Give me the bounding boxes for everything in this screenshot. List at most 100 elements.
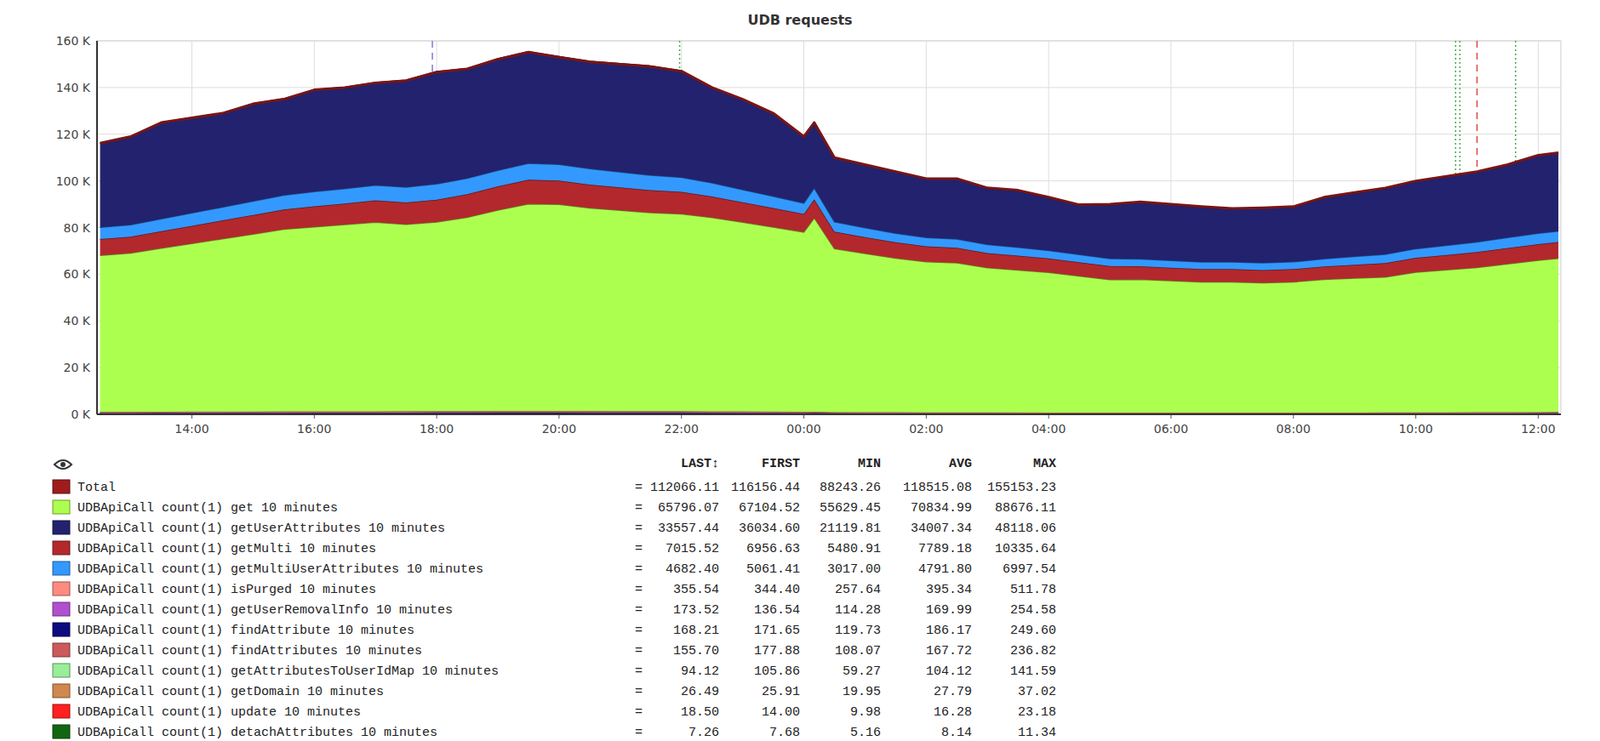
legend-stat: 34007.34 [910, 521, 972, 537]
x-tick-label: 22:00 [664, 422, 699, 436]
legend-stat: 19.95 [842, 685, 881, 700]
legend-stat: 16.28 [933, 705, 972, 720]
legend-stat: 254.58 [1010, 603, 1057, 618]
legend-label: UDBApiCall count(1) findAttributes 10 mi… [77, 644, 423, 659]
x-tick-label: 08:00 [1276, 422, 1311, 436]
area-series [100, 51, 1560, 210]
legend-swatch [52, 602, 70, 617]
legend-label: UDBApiCall count(1) detachAttributes 10 … [77, 725, 438, 741]
legend-stat: 104.12 [925, 664, 972, 680]
legend-stat: 88676.11 [994, 501, 1057, 516]
legend-stat: 108.07 [834, 644, 881, 659]
legend-stat: 177.88 [754, 644, 800, 659]
legend-swatch [52, 704, 70, 719]
legend-stat: 136.54 [754, 603, 800, 618]
legend-stat: 94.12 [680, 664, 720, 680]
legend-stat: 257.64 [834, 582, 881, 598]
y-tick-label: 60 K [63, 267, 92, 281]
legend-stat: 65796.07 [657, 501, 720, 516]
legend-stat: 6997.54 [1002, 562, 1057, 578]
legend-stat: 14.00 [761, 705, 800, 720]
legend-stat: 4791.80 [918, 562, 972, 578]
legend-separator: = [634, 664, 643, 680]
legend-stat: 7789.18 [918, 542, 972, 557]
legend-stat: 105.86 [754, 664, 800, 680]
plot-frame [97, 40, 1561, 415]
legend-swatch [52, 663, 70, 678]
legend: LAST↕FIRSTMINAVGMAXTotal=112066.11116156… [52, 457, 1057, 741]
legend-stat: 168.21 [673, 623, 720, 639]
legend-label: UDBApiCall count(1) getAttributesToUserI… [77, 664, 499, 680]
y-tick-label: 140 K [56, 80, 92, 95]
legend-stat: 5061.41 [746, 562, 800, 578]
legend-label: UDBApiCall count(1) getUserAttributes 10… [77, 521, 446, 537]
legend-stat: 344.40 [754, 582, 800, 598]
x-tick-label: 00:00 [786, 422, 821, 436]
y-tick-label: 0 K [70, 407, 91, 422]
grid-line [97, 86, 1561, 88]
x-tick-label: 16:00 [297, 422, 332, 436]
legend-label: UDBApiCall count(1) getMultiUserAttribut… [77, 562, 484, 578]
legend-stat: 5.16 [850, 725, 881, 741]
legend-separator: = [634, 644, 643, 659]
legend-swatch [52, 622, 70, 637]
legend-swatch [52, 684, 70, 698]
legend-label: UDBApiCall count(1) getUserRemovalInfo 1… [77, 603, 453, 618]
x-tick-label: 06:00 [1154, 422, 1189, 436]
legend-separator: = [634, 685, 643, 700]
plot-area [100, 40, 1560, 415]
x-axis [97, 413, 1561, 416]
legend-column-header: AVG [948, 457, 972, 472]
legend-stat: 7.26 [688, 725, 720, 741]
legend-stat: 37.02 [1017, 685, 1057, 700]
legend-label: UDBApiCall count(1) getDomain 10 minutes [77, 685, 384, 700]
legend-swatch [52, 541, 70, 555]
legend-stat: 4682.40 [665, 562, 720, 578]
legend-stat: 119.73 [834, 623, 881, 639]
legend-separator: = [634, 603, 643, 618]
legend-stat: 118515.08 [902, 480, 972, 496]
legend-swatch [52, 520, 70, 535]
legend-stat: 55629.45 [819, 501, 881, 516]
legend-label: UDBApiCall count(1) get 10 minutes [77, 501, 338, 516]
legend-separator: = [634, 480, 643, 496]
legend-stat: 186.17 [925, 623, 972, 639]
legend-column-header: MAX [1033, 457, 1057, 472]
legend-label: UDBApiCall count(1) getMulti 10 minutes [77, 542, 377, 557]
legend-stat: 33557.44 [657, 521, 720, 537]
eye-pupil [60, 462, 66, 468]
legend-stat: 26.49 [680, 685, 720, 700]
x-tick-label: 10:00 [1398, 422, 1433, 436]
title: UDB requests [747, 11, 852, 29]
legend-stat: 25.91 [761, 685, 800, 700]
legend-separator: = [634, 542, 643, 557]
legend-stat: 3017.00 [827, 562, 881, 578]
legend-stat: 23.18 [1017, 705, 1057, 720]
x-tick-label: 18:00 [419, 422, 454, 436]
y-tick-label: 100 K [56, 174, 92, 189]
legend-stat: 114.28 [834, 603, 881, 618]
legend-stat: 67104.52 [738, 501, 800, 516]
legend-swatch [52, 725, 70, 739]
legend-stat: 249.60 [1010, 623, 1057, 639]
legend-stat: 112066.11 [650, 480, 720, 496]
legend-stat: 7015.52 [665, 542, 720, 557]
legend-label: UDBApiCall count(1) update 10 minutes [77, 705, 361, 720]
eye-outline [54, 460, 72, 469]
legend-swatch [52, 643, 70, 658]
y-tick-label: 160 K [56, 34, 92, 48]
legend-stat: 8.14 [941, 725, 972, 741]
legend-stat: 10335.64 [994, 542, 1057, 557]
y-tick-label: 120 K [56, 127, 92, 142]
y-tick-label: 20 K [63, 360, 92, 375]
legend-separator: = [634, 705, 643, 720]
x-tick-label: 04:00 [1031, 422, 1066, 436]
legend-separator: = [634, 582, 643, 598]
legend-stat: 6956.63 [746, 542, 800, 557]
eye-icon[interactable] [54, 460, 72, 469]
legend-label: UDBApiCall count(1) findAttribute 10 min… [77, 623, 415, 639]
legend-column-header: MIN [857, 457, 881, 472]
legend-stat: 27.79 [933, 685, 972, 700]
x-tick-label: 20:00 [542, 422, 577, 436]
legend-swatch [52, 480, 70, 494]
